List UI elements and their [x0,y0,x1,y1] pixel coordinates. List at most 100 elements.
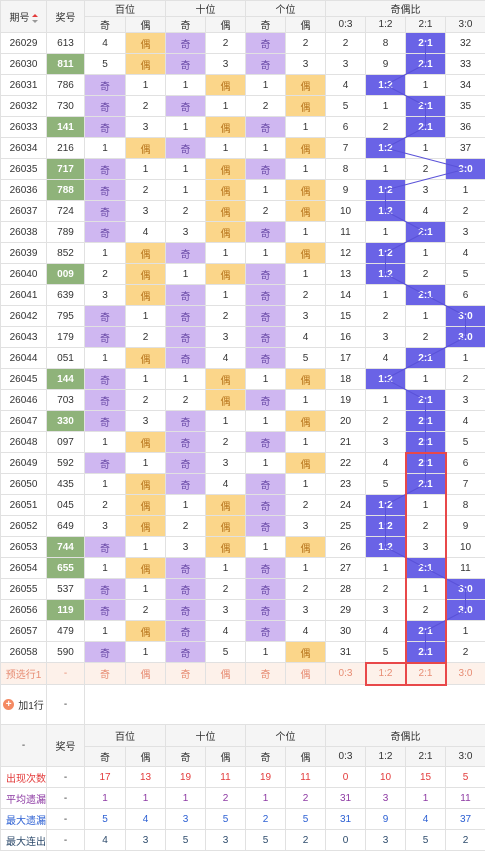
table-row: 26031 786 奇 1 1 偶 1 偶 4 1:2 1 34 [0,74,485,96]
issue-cell: 26049 [0,452,47,474]
stats-value: 19 [245,766,286,788]
add-row-button[interactable]: + 加1行 [0,684,47,725]
issue-cell: 26040 [0,263,47,285]
ratio-cell: 2 [445,641,485,663]
stats-row: 最大连出 -4 3 5 3 5 2 0 3 5 2 [0,829,485,851]
predict-option[interactable]: 奇 [245,662,286,685]
digit-cell: 偶 [125,473,166,495]
sub-header-8: 2:1 [405,16,446,33]
digit-cell: 偶 [125,284,166,306]
digit-cell: 1 [205,242,246,264]
issue-cell: 26057 [0,620,47,642]
digit-cell: 2 [165,389,206,411]
prize-cell: 216 [46,137,85,159]
digit-cell: 奇 [84,95,126,117]
digit-cell: 偶 [285,74,326,96]
predict-row[interactable]: 预选行1- 奇偶奇偶奇偶 0:3 1:2 2:1 3:0 [0,662,485,685]
issue-cell: 26050 [0,473,47,495]
digit-cell: 奇 [245,284,286,306]
ratio-cell: 2:1 [405,116,446,138]
issue-cell: 26058 [0,641,47,663]
digit-cell: 奇 [84,116,126,138]
stats-value: 1 [84,787,126,809]
ratio-cell: 2:1 [405,473,446,495]
digit-cell: 1 [165,368,206,390]
predict-option[interactable]: 偶 [205,662,246,685]
stats-row: 出现次数 -17 13 19 11 19 11 0 10 15 5 [0,766,485,788]
ratio-cell: 4 [445,410,485,432]
digit-cell: 偶 [125,32,166,54]
sort-icon[interactable] [31,13,38,23]
ratio-cell: 7 [445,473,485,495]
prize-cell: 795 [46,305,85,327]
predict-option[interactable]: 2:1 [405,662,446,685]
digit-cell: 奇 [245,53,286,75]
digit-cell: 1 [125,641,166,663]
prize-cell: 590 [46,641,85,663]
ratio-cell: 5 [445,263,485,285]
digit-cell: 1 [245,452,286,474]
digit-cell: 1 [205,284,246,306]
table-row: 26032 730 奇 2 奇 1 2 偶 5 1 2:1 35 [0,95,485,117]
digit-cell: 1 [165,179,206,201]
sub-header-2: 奇 [165,746,206,767]
predict-option[interactable]: 0:3 [325,662,366,685]
digit-cell: 偶 [285,200,326,222]
table-row: 26029 613 4 偶奇 2 奇 2 2 8 2:1 32 [0,32,485,54]
digit-cell: 2 [285,32,326,54]
ratio-cell: 2:1 [405,557,446,579]
hundreds-header: 百位 [84,0,166,17]
ratio-cell: 4 [405,200,446,222]
issue-cell: 26035 [0,158,47,180]
stats-hundreds-header: 百位 [84,724,166,747]
digit-cell: 3 [125,116,166,138]
issue-cell: 26054 [0,557,47,579]
predict-option[interactable]: 3:0 [445,662,485,685]
digit-cell: 1 [165,74,206,96]
predict-option[interactable]: 奇 [84,662,126,685]
prize-cell: 045 [46,494,85,516]
stats-value: 4 [405,808,446,830]
issue-cell: 26053 [0,536,47,558]
ratio-cell: 2:1 [405,53,446,75]
digit-cell: 奇 [84,536,126,558]
digit-cell: 偶 [205,263,246,285]
ratio-cell: 10 [325,200,366,222]
stats-value: 1 [245,787,286,809]
table-row: 26035 717 奇 1 1 偶奇 1 8 1 2 3:0 [0,158,485,180]
issue-cell: 26033 [0,116,47,138]
digit-cell: 奇 [165,32,206,54]
predict-option[interactable]: 奇 [165,662,206,685]
digit-cell: 2 [165,515,206,537]
stats-value: 11 [205,766,246,788]
digit-cell: 偶 [205,389,246,411]
digit-cell: 4 [125,221,166,243]
issue-cell: 26032 [0,95,47,117]
digit-cell: 1 [245,137,286,159]
predict-option[interactable]: 1:2 [365,662,406,685]
digit-cell: 1 [125,74,166,96]
stats-value: 2 [285,787,326,809]
predict-option[interactable]: 偶 [285,662,326,685]
issue-cell: 26038 [0,221,47,243]
ratio-cell: 5 [325,95,366,117]
digit-cell: 奇 [245,32,286,54]
table-row: 26030 811 5 偶奇 3 奇 3 3 9 2:1 33 [0,53,485,75]
digit-cell: 1 [165,263,206,285]
digit-cell: 奇 [245,326,286,348]
ratio-cell: 1 [445,179,485,201]
issue-column-header[interactable]: 期号 [0,0,47,33]
ratio-cell: 3:0 [445,326,485,348]
prize-cell: 097 [46,431,85,453]
ratio-cell: 13 [325,263,366,285]
digit-cell: 偶 [285,536,326,558]
digit-cell: 5 [285,347,326,369]
digit-cell: 偶 [285,368,326,390]
stats-dash: - [46,808,85,830]
digit-cell: 1 [245,179,286,201]
sub-header-1: 偶 [125,16,166,33]
stats-value: 2 [245,808,286,830]
predict-option[interactable]: 偶 [125,662,166,685]
sub-header-6: 0:3 [325,16,366,33]
digit-cell: 3 [205,599,246,621]
